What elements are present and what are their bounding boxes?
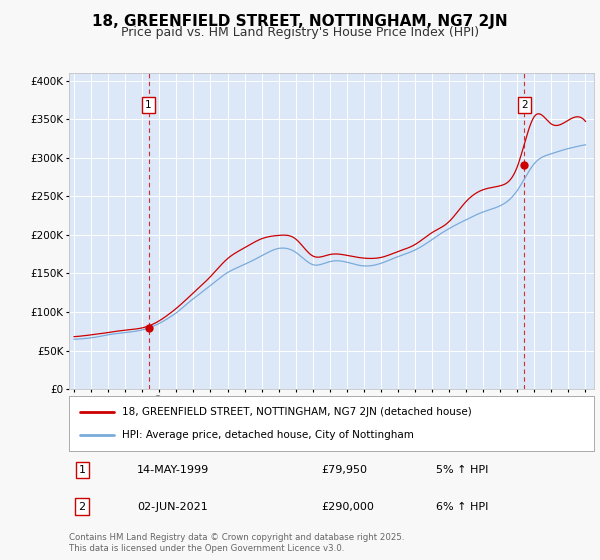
Text: Price paid vs. HM Land Registry's House Price Index (HPI): Price paid vs. HM Land Registry's House … [121,26,479,39]
Text: 18, GREENFIELD STREET, NOTTINGHAM, NG7 2JN (detached house): 18, GREENFIELD STREET, NOTTINGHAM, NG7 2… [121,407,471,417]
Text: £79,950: £79,950 [321,465,367,475]
Text: £290,000: £290,000 [321,502,374,511]
Text: HPI: Average price, detached house, City of Nottingham: HPI: Average price, detached house, City… [121,431,413,440]
Text: 14-MAY-1999: 14-MAY-1999 [137,465,209,475]
Text: 6% ↑ HPI: 6% ↑ HPI [437,502,489,511]
Text: 2: 2 [521,100,528,110]
Text: 02-JUN-2021: 02-JUN-2021 [137,502,208,511]
Text: 1: 1 [145,100,152,110]
Text: 1: 1 [79,465,86,475]
Text: 2: 2 [79,502,86,511]
Text: 5% ↑ HPI: 5% ↑ HPI [437,465,489,475]
Text: 18, GREENFIELD STREET, NOTTINGHAM, NG7 2JN: 18, GREENFIELD STREET, NOTTINGHAM, NG7 2… [92,14,508,29]
Text: Contains HM Land Registry data © Crown copyright and database right 2025.
This d: Contains HM Land Registry data © Crown c… [69,533,404,553]
